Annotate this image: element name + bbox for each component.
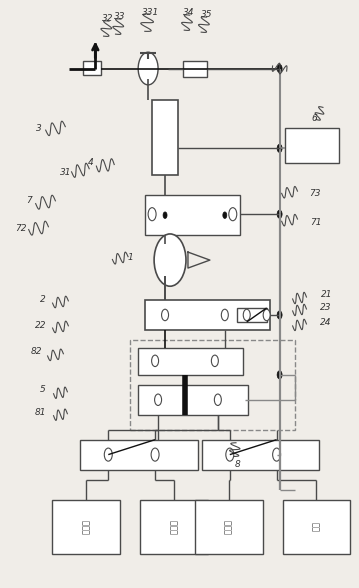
Bar [145,300,270,330]
Text: 3: 3 [36,124,41,133]
Text: 31: 31 [60,168,71,177]
Text: 7: 7 [26,196,32,205]
Text: 8: 8 [235,460,241,469]
Text: 1: 1 [127,253,133,262]
Text: 34: 34 [183,8,195,17]
Circle shape [151,448,159,461]
Text: 样品: 样品 [312,522,321,532]
Bar [195,500,263,554]
Bar [283,500,350,554]
Circle shape [223,212,227,219]
Text: 73: 73 [309,189,320,198]
Circle shape [154,234,186,286]
Text: 81: 81 [35,408,46,417]
Text: 21: 21 [321,290,332,299]
Circle shape [211,355,218,366]
Bar [285,128,339,163]
Bar [138,385,248,415]
Bar [138,348,243,375]
Circle shape [243,309,250,320]
Circle shape [272,448,281,461]
Text: 82: 82 [31,348,42,356]
Text: 4: 4 [88,158,93,167]
Circle shape [214,394,222,406]
Circle shape [229,208,237,220]
Text: 22: 22 [35,322,46,330]
Bar [130,340,294,430]
Text: 35: 35 [201,10,213,19]
Bar [145,195,240,235]
Text: 24: 24 [320,319,331,328]
Circle shape [277,210,282,218]
Text: 72: 72 [15,223,26,233]
Text: 稀释液: 稀释液 [82,519,91,534]
Bar [83,61,101,75]
Text: 清洗液: 清洗液 [224,519,233,534]
Circle shape [226,448,234,461]
Circle shape [163,212,167,219]
Text: 32: 32 [102,14,113,23]
Text: 清洗液: 清洗液 [169,519,178,534]
Circle shape [162,309,168,320]
Bar [80,440,198,470]
Bar [152,101,178,175]
Bar [202,440,320,470]
Circle shape [277,311,282,319]
Bar [183,61,207,76]
Text: 23: 23 [320,303,331,312]
Circle shape [104,448,112,461]
Circle shape [151,355,159,366]
Circle shape [277,144,282,152]
Text: 2: 2 [39,296,45,305]
Text: 331: 331 [141,8,159,17]
Circle shape [138,52,158,85]
Text: 71: 71 [310,218,321,226]
Circle shape [222,309,228,320]
Circle shape [277,65,282,73]
Bar [52,500,120,554]
Circle shape [263,309,270,320]
Circle shape [148,208,156,220]
Text: 6: 6 [312,114,317,123]
Bar [140,500,208,554]
Bar [237,308,267,322]
Text: 33: 33 [115,12,126,21]
Circle shape [277,370,282,379]
Text: 5: 5 [39,385,45,395]
Circle shape [155,394,162,406]
